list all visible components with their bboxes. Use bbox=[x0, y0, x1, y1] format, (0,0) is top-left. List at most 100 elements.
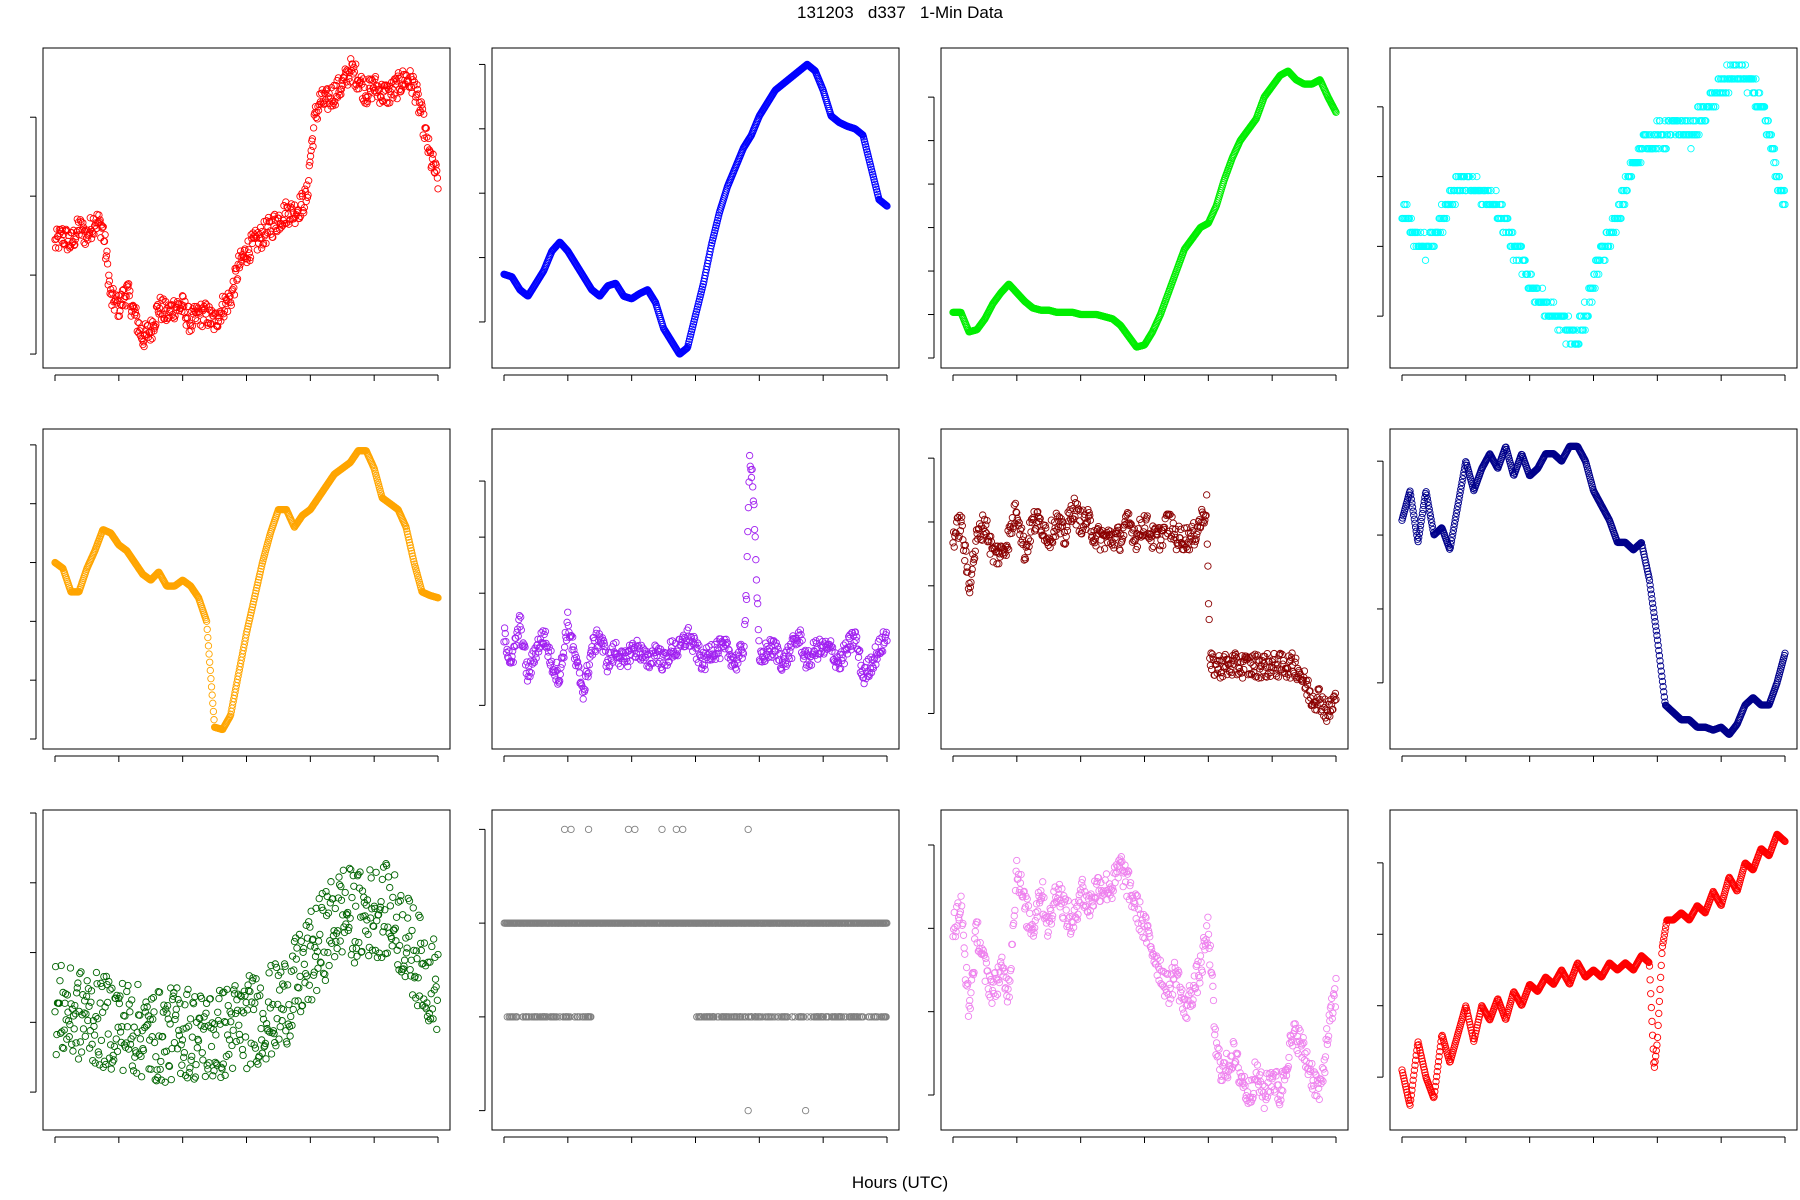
data-point bbox=[663, 649, 671, 657]
data-point bbox=[525, 668, 534, 676]
data-point bbox=[303, 181, 311, 189]
data-point bbox=[521, 643, 529, 651]
data-point bbox=[243, 628, 251, 636]
data-point bbox=[87, 234, 96, 243]
data-point bbox=[1741, 61, 1750, 69]
data-point bbox=[1585, 298, 1594, 306]
plot-frame bbox=[940, 47, 1349, 369]
data-point bbox=[1527, 270, 1535, 278]
data-point bbox=[738, 654, 746, 662]
data-point bbox=[1589, 284, 1597, 292]
data-point bbox=[381, 86, 390, 94]
data-point bbox=[550, 666, 558, 674]
data-point bbox=[105, 271, 113, 279]
data-points bbox=[1398, 442, 1789, 738]
data-point bbox=[1204, 600, 1213, 608]
data-point bbox=[218, 300, 226, 309]
data-point bbox=[1609, 228, 1618, 237]
data-point bbox=[713, 645, 722, 653]
figure-title: 131203 d337 1-Min Data bbox=[796, 3, 1004, 22]
data-point bbox=[359, 75, 367, 83]
data-point bbox=[1654, 131, 1662, 139]
data-point bbox=[785, 655, 793, 663]
data-point bbox=[402, 72, 411, 80]
data-point bbox=[323, 85, 331, 93]
data-point bbox=[343, 66, 351, 74]
data-point bbox=[770, 637, 778, 645]
data-point bbox=[797, 631, 805, 639]
data-point bbox=[557, 664, 565, 672]
data-point bbox=[1407, 214, 1415, 223]
data-point bbox=[547, 657, 556, 666]
data-point bbox=[752, 576, 761, 584]
data-point bbox=[124, 283, 132, 291]
data-point bbox=[1580, 312, 1588, 320]
data-point bbox=[532, 654, 540, 662]
data-point bbox=[308, 135, 317, 143]
data-point bbox=[1561, 312, 1569, 320]
data-point bbox=[1662, 145, 1670, 153]
data-point bbox=[79, 219, 87, 227]
panel-5 bbox=[479, 428, 900, 762]
data-point bbox=[1725, 89, 1733, 97]
data-point bbox=[796, 626, 805, 634]
data-point bbox=[525, 662, 533, 670]
data-point bbox=[407, 547, 416, 555]
data-point bbox=[567, 631, 576, 640]
data-point bbox=[1635, 159, 1643, 167]
data-point bbox=[724, 645, 733, 653]
data-point bbox=[255, 573, 263, 581]
data-point bbox=[209, 699, 217, 707]
data-point bbox=[1484, 186, 1493, 195]
data-point bbox=[958, 513, 966, 521]
data-point bbox=[1487, 186, 1495, 195]
data-point bbox=[1601, 256, 1609, 264]
data-point bbox=[1580, 298, 1589, 306]
data-point bbox=[1591, 284, 1599, 292]
data-point bbox=[402, 525, 411, 533]
data-point bbox=[419, 131, 427, 139]
data-point bbox=[345, 74, 353, 83]
data-point bbox=[346, 78, 354, 86]
data-point bbox=[423, 133, 431, 141]
data-point bbox=[352, 60, 360, 68]
data-point bbox=[517, 613, 525, 621]
data-point bbox=[739, 650, 748, 658]
data-point bbox=[807, 652, 815, 661]
data-point bbox=[256, 223, 265, 232]
data-point bbox=[86, 214, 94, 222]
data-point bbox=[561, 628, 569, 637]
data-point bbox=[421, 124, 430, 132]
data-point bbox=[252, 587, 260, 595]
data-point bbox=[379, 97, 387, 106]
data-point bbox=[771, 647, 780, 655]
data-point bbox=[755, 637, 763, 645]
data-point bbox=[406, 67, 414, 75]
data-point bbox=[1441, 214, 1449, 223]
data-point bbox=[507, 657, 516, 665]
data-point bbox=[118, 286, 127, 295]
data-point bbox=[115, 312, 123, 320]
data-point bbox=[1620, 186, 1628, 195]
data-point bbox=[1749, 75, 1758, 83]
data-point bbox=[1172, 546, 1181, 554]
data-point bbox=[1498, 200, 1506, 209]
data-points bbox=[500, 60, 891, 358]
data-point bbox=[207, 675, 215, 683]
data-point bbox=[745, 478, 753, 486]
data-point bbox=[1695, 131, 1703, 139]
data-point bbox=[158, 296, 166, 304]
data-point bbox=[1751, 89, 1759, 97]
data-point bbox=[220, 307, 229, 315]
data-point bbox=[714, 650, 722, 658]
data-point bbox=[254, 578, 262, 587]
data-point bbox=[1533, 284, 1542, 292]
data-point bbox=[1332, 108, 1340, 116]
data-point bbox=[249, 597, 258, 606]
data-point bbox=[961, 556, 969, 565]
data-point bbox=[101, 231, 109, 239]
data-point bbox=[700, 661, 709, 670]
data-point bbox=[403, 527, 411, 536]
data-point bbox=[1203, 491, 1211, 499]
data-point bbox=[587, 646, 595, 655]
